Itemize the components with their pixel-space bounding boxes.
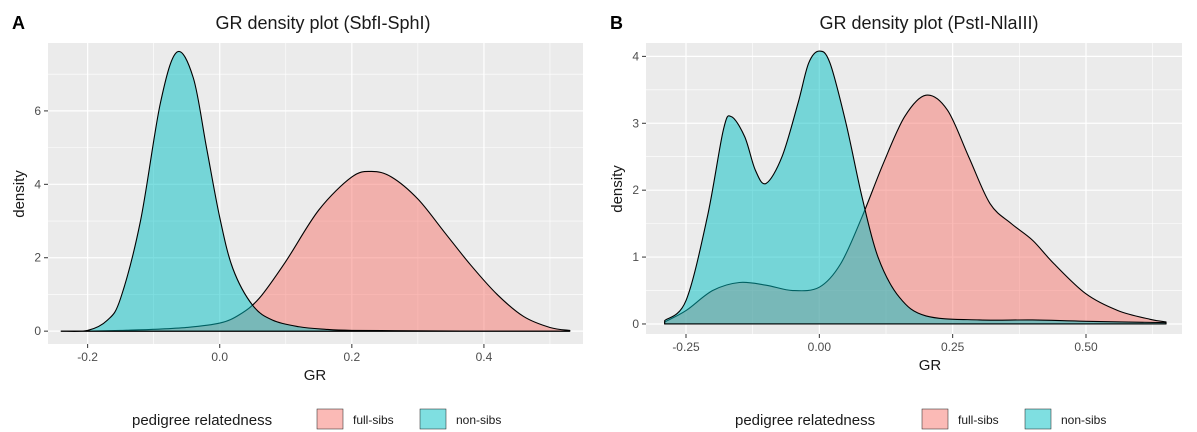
chart-title: GR density plot (PstI-NlaIII) xyxy=(819,13,1038,33)
density-area-non-sibs xyxy=(60,50,571,332)
panel-tag: B xyxy=(610,13,623,33)
y-tick-label: 2 xyxy=(34,251,41,265)
panel-tag: A xyxy=(12,13,25,33)
density-chart-b: B GR density plot (PstI-NlaIII) -0.25 0.0… xyxy=(609,13,1182,430)
legend-key-full-sibs xyxy=(921,408,949,430)
legend: pedigree relatedness full-sibs non-sibs xyxy=(132,408,501,430)
legend-title: pedigree relatedness xyxy=(735,412,875,429)
x-tick-label: 0.50 xyxy=(1074,340,1098,354)
x-axis-title: GR xyxy=(919,357,942,374)
legend-key-non-sibs xyxy=(1024,408,1052,430)
density-areas xyxy=(60,50,571,332)
x-tick-label: -0.25 xyxy=(672,340,700,354)
density-areas xyxy=(664,50,1167,325)
y-tick-label: 6 xyxy=(34,104,41,118)
density-area-non-sibs xyxy=(664,50,1167,325)
x-tick-label: 0.4 xyxy=(476,350,493,364)
legend-label-non-sibs: non-sibs xyxy=(456,413,501,427)
legend: pedigree relatedness full-sibs non-sibs xyxy=(735,408,1106,430)
x-tick-label: 0.25 xyxy=(941,340,965,354)
axis-ticks: -0.25 0.00 0.25 0.50 0 1 2 3 4 xyxy=(632,49,1098,354)
panel-b: B GR density plot (PstI-NlaIII) -0.25 0.0… xyxy=(598,0,1197,432)
panel-a: A GR density plot (SbfI-SphI) -0.2 0.0 0.2… xyxy=(0,0,598,432)
x-axis-title: GR xyxy=(304,367,327,384)
y-tick-label: 4 xyxy=(34,177,41,191)
y-tick-label: 3 xyxy=(632,116,639,130)
y-tick-label: 2 xyxy=(632,183,639,197)
legend-label-full-sibs: full-sibs xyxy=(353,413,394,427)
legend-label-non-sibs: non-sibs xyxy=(1061,413,1106,427)
legend-title: pedigree relatedness xyxy=(132,412,272,429)
x-tick-label: 0.0 xyxy=(211,350,228,364)
x-tick-label: -0.2 xyxy=(77,350,98,364)
y-tick-label: 0 xyxy=(632,317,639,331)
legend-label-full-sibs: full-sibs xyxy=(958,413,999,427)
y-tick-label: 1 xyxy=(632,250,639,264)
x-tick-label: 0.2 xyxy=(343,350,360,364)
y-tick-label: 0 xyxy=(34,324,41,338)
density-chart-a: A GR density plot (SbfI-SphI) -0.2 0.0 0.2… xyxy=(11,13,583,430)
x-tick-label: 0.00 xyxy=(808,340,832,354)
chart-title: GR density plot (SbfI-SphI) xyxy=(215,13,430,33)
legend-key-full-sibs xyxy=(316,408,344,430)
legend-key-non-sibs xyxy=(419,408,447,430)
y-axis-title: density xyxy=(11,170,28,218)
y-axis-title: density xyxy=(609,165,626,213)
axis-ticks: -0.2 0.0 0.2 0.4 0 2 4 6 xyxy=(34,104,492,364)
y-tick-label: 4 xyxy=(632,49,639,63)
